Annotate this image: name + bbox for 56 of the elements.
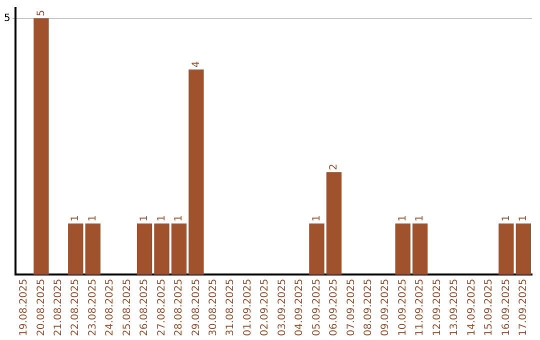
x-tick-label: 21.08.2025 [53,278,64,336]
x-tick-label: 10.09.2025 [397,278,408,336]
bar [34,18,49,275]
bar [188,70,204,275]
x-tick-label: 25.08.2025 [122,278,133,336]
x-tick-label: 05.09.2025 [311,278,322,336]
x-tick-label: 28.08.2025 [174,278,185,336]
bar [516,223,531,275]
data-label: 1 [518,215,529,222]
x-tick-label: 09.09.2025 [380,278,392,336]
data-label: 1 [500,215,512,222]
bar [154,223,170,275]
x-tick-label: 12.09.2025 [432,278,443,336]
data-label: 1 [174,215,185,222]
x-tick-label: 24.08.2025 [104,278,116,336]
x-tick-label: 17.09.2025 [518,278,529,336]
data-label: 1 [156,215,168,222]
bar [85,223,100,275]
x-tick-label: 20.08.2025 [36,278,47,336]
x-tick-label: 19.08.2025 [18,278,30,336]
x-tick-label: 01.09.2025 [242,278,254,336]
x-tick-label: 16.09.2025 [500,278,512,336]
data-label: 5 [36,10,47,16]
bar [68,223,84,275]
bar [136,223,152,275]
bar [309,223,324,275]
data-label: 1 [414,215,426,222]
x-tick-label: 07.09.2025 [346,278,357,336]
x-tick-label: 27.08.2025 [156,278,168,336]
x-tick-label: 26.08.2025 [139,278,150,336]
data-label: 4 [190,61,202,68]
bar [395,223,410,275]
data-label: 1 [70,215,82,222]
x-tick-label: 31.08.2025 [225,278,236,336]
bar [326,172,342,275]
x-tick-label: 14.09.2025 [466,278,478,336]
x-tick-label: 13.09.2025 [449,278,460,336]
data-label: 1 [311,215,322,222]
x-tick-label: 30.08.2025 [208,278,219,336]
x-tick-label: 04.09.2025 [294,278,306,336]
bar [171,223,187,275]
data-label: 1 [139,215,150,222]
x-tick-label: 29.08.2025 [190,278,202,336]
x-tick-label: 06.09.2025 [328,278,340,336]
data-label: 2 [328,164,340,170]
bar [498,223,514,275]
x-tick-label: 08.09.2025 [362,278,374,336]
bar [412,223,428,275]
x-tick-label: 23.08.2025 [87,278,98,336]
x-tick-label: 02.09.2025 [260,278,271,336]
x-tick-label: 15.09.2025 [484,278,495,336]
x-tick-label: 03.09.2025 [276,278,288,336]
x-tick-label: 11.09.2025 [414,278,426,336]
data-label: 1 [397,215,408,222]
x-tick-label: 22.08.2025 [70,278,82,336]
data-label: 1 [87,215,98,222]
